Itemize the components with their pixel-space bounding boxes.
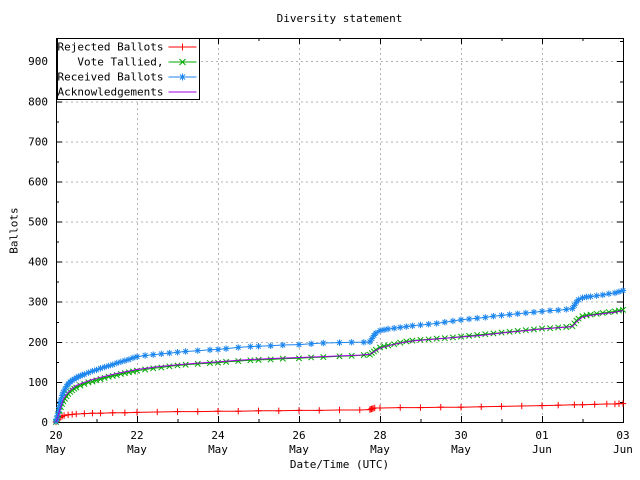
x-axis-label: Date/Time (UTC) (289, 458, 390, 471)
svg-text:Jun: Jun (613, 443, 633, 456)
series-acknowledgements (55, 310, 624, 423)
svg-text:500: 500 (28, 216, 48, 229)
svg-text:400: 400 (28, 256, 48, 269)
legend: Rejected Ballots Vote Tallied, Received Ba… (57, 38, 200, 100)
svg-text:28: 28 (373, 429, 386, 442)
legend-label-rejected: Rejected Ballots (58, 41, 164, 54)
svg-text:May: May (208, 443, 228, 456)
svg-text:700: 700 (28, 135, 48, 148)
svg-text:24: 24 (211, 429, 225, 442)
svg-text:600: 600 (28, 175, 48, 188)
svg-text:May: May (289, 443, 309, 456)
svg-text:03: 03 (616, 429, 629, 442)
svg-text:0: 0 (41, 416, 48, 429)
svg-text:May: May (127, 443, 147, 456)
legend-label-acknowledgements: Acknowledgements (58, 86, 164, 99)
svg-text:May: May (370, 443, 390, 456)
legend-label-tallied: Vote Tallied, (77, 56, 163, 69)
legend-sample-tallied (168, 58, 197, 66)
chart-title: Diversity statement (276, 12, 403, 25)
svg-text:Jun: Jun (532, 443, 552, 456)
svg-text:May: May (46, 443, 66, 456)
legend-sample-received (168, 73, 197, 81)
svg-text:May: May (451, 443, 471, 456)
y-axis-label: Ballots (7, 207, 21, 254)
svg-text:300: 300 (28, 296, 48, 309)
svg-text:800: 800 (28, 95, 48, 108)
series-rejected (52, 400, 627, 426)
svg-text:30: 30 (454, 429, 467, 442)
legend-box (57, 38, 200, 100)
svg-text:900: 900 (28, 55, 48, 68)
svg-text:26: 26 (292, 429, 305, 442)
svg-text:01: 01 (535, 429, 548, 442)
series-received (52, 287, 627, 425)
y-tick-labels: 0 100 200 300 400 500 600 700 800 900 (28, 55, 48, 429)
svg-text:100: 100 (28, 376, 48, 389)
series-markers-rejected (52, 400, 627, 426)
legend-sample-rejected (168, 43, 197, 51)
series-markers-received (52, 287, 627, 425)
svg-text:22: 22 (130, 429, 143, 442)
legend-label-received: Received Ballots (58, 71, 164, 84)
svg-text:200: 200 (28, 336, 48, 349)
svg-text:20: 20 (49, 429, 62, 442)
